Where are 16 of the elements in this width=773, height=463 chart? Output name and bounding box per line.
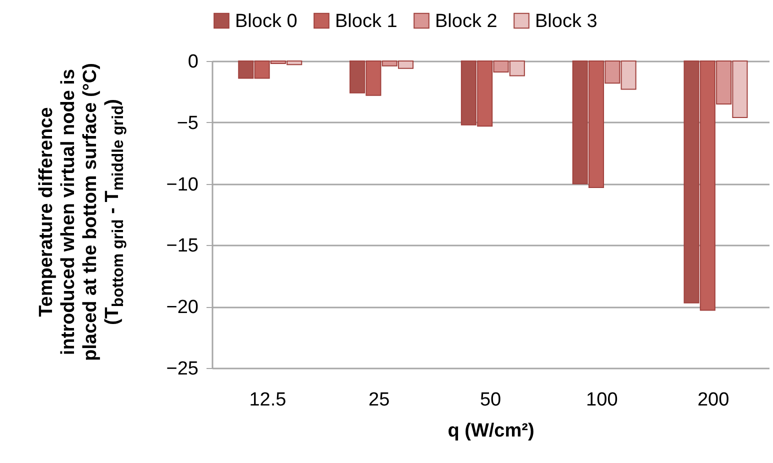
legend-label: Block 2 bbox=[435, 10, 498, 32]
legend-label: Block 3 bbox=[535, 10, 598, 32]
x-tick-label: 25 bbox=[368, 390, 390, 410]
y-tick-label: −5 bbox=[176, 112, 198, 134]
x-tick-label: 100 bbox=[586, 390, 618, 410]
y-tick-label: −20 bbox=[166, 297, 198, 318]
legend-label: Block 1 bbox=[335, 10, 398, 32]
legend-label: Block 0 bbox=[235, 10, 298, 32]
x-axis-title: q (W/cm²) bbox=[448, 420, 534, 442]
x-tick-label: 12.5 bbox=[249, 390, 286, 410]
x-tick-label: 50 bbox=[480, 390, 502, 410]
y-tick-label: −10 bbox=[166, 174, 198, 196]
y-tick-label: 0 bbox=[188, 52, 198, 72]
y-tick-label: −15 bbox=[166, 236, 198, 257]
x-tick-label: 200 bbox=[697, 390, 730, 410]
y-tick-label: −25 bbox=[166, 358, 198, 380]
